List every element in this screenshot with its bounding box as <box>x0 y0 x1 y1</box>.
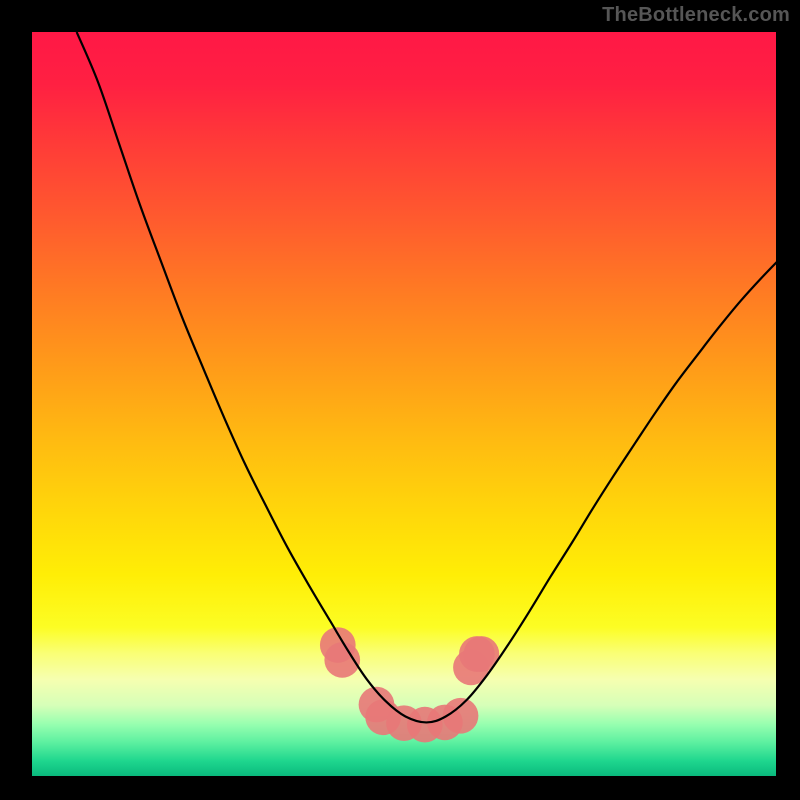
watermark-text: TheBottleneck.com <box>602 4 790 27</box>
main-curve <box>77 32 776 722</box>
curve-layer <box>32 32 776 776</box>
markers-group <box>320 627 499 742</box>
outer-frame: TheBottleneck.com <box>0 0 800 800</box>
plot-area <box>32 32 776 776</box>
